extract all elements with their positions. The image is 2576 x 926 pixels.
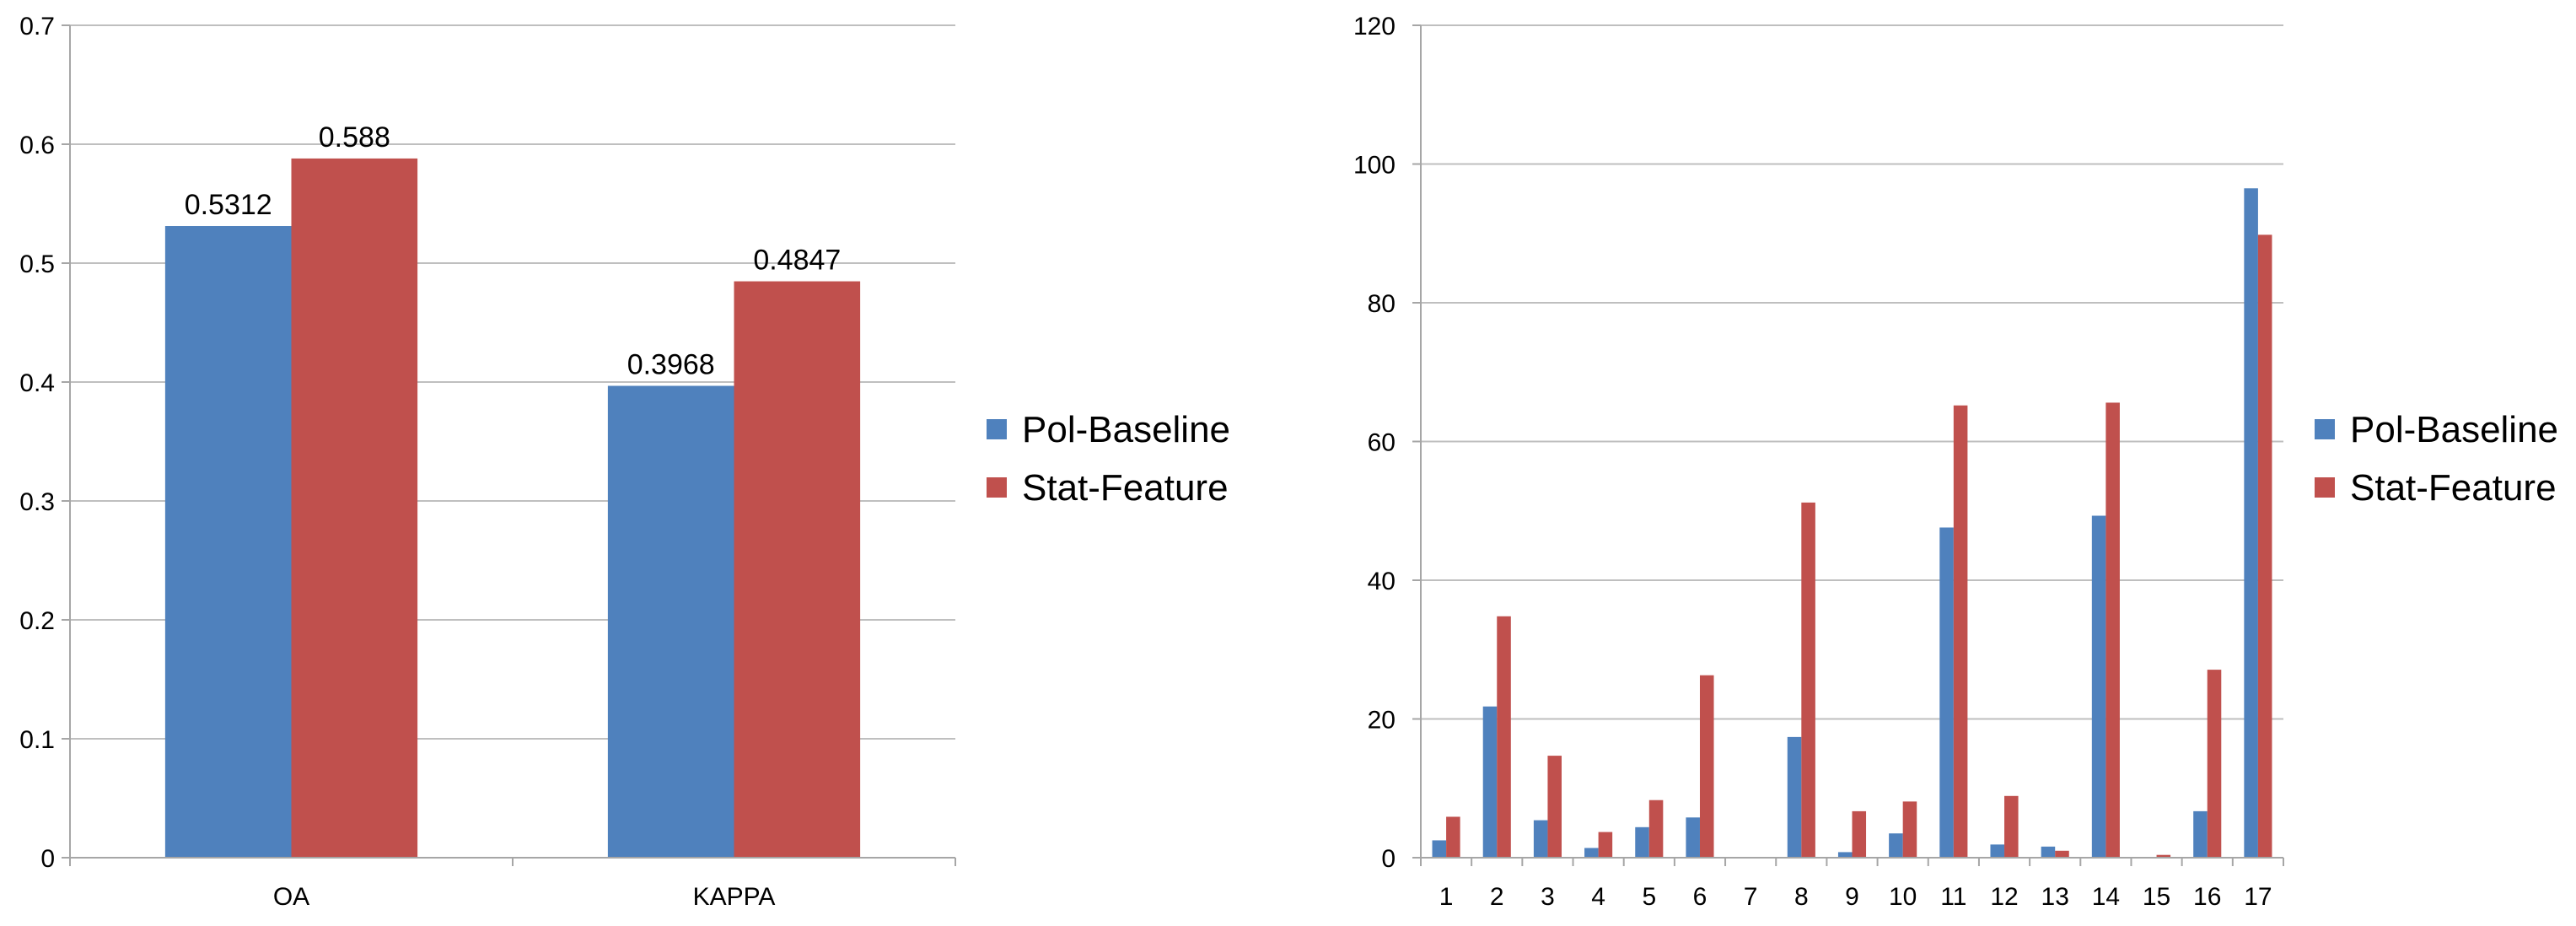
bar-series2 (734, 281, 861, 858)
x-tick-label: 8 (1794, 883, 1809, 911)
x-tick-label: 6 (1693, 883, 1707, 911)
data-label: 0.4847 (753, 245, 841, 277)
chart2-bars (1432, 188, 2272, 859)
x-tick-label: 1 (1439, 883, 1454, 911)
x-tick-label: 10 (1889, 883, 1917, 911)
y-tick-label: 20 (1368, 707, 1396, 735)
legend-swatch-series2 (987, 477, 1007, 498)
bar-series2 (2004, 795, 2019, 858)
x-tick-label: 17 (2244, 883, 2272, 911)
y-tick-label: 0 (40, 845, 55, 873)
y-tick-label: 0.4 (19, 369, 55, 397)
bar-series1 (1533, 820, 1548, 858)
bar-series1 (1584, 848, 1599, 858)
bar-series1 (1990, 844, 2005, 858)
bar-series1 (1635, 826, 1649, 858)
chart-oa-kappa: 0.5312 0.588 0.3968 0.4847 0 0.1 0.2 0.3 0.4 0.5… (19, 13, 1230, 911)
bar-series2 (1648, 799, 1664, 858)
bar-series2 (1953, 405, 1968, 859)
y-tick-label: 0.5 (19, 250, 55, 278)
bar-series1 (2244, 188, 2258, 859)
x-tick-label: 3 (1541, 883, 1555, 911)
bar-series2 (1902, 801, 1917, 858)
y-tick-label: 80 (1368, 290, 1396, 318)
data-label: 0.3968 (627, 349, 715, 381)
bar-series1 (2091, 515, 2106, 858)
chart1-bars (164, 158, 861, 859)
x-tick-label: 4 (1591, 883, 1605, 911)
data-label: 0.5312 (185, 189, 272, 221)
bar-series2 (1699, 675, 1714, 858)
y-tick-label: 0.2 (19, 607, 55, 635)
x-tick-label: OA (273, 883, 309, 911)
x-tick-label: 5 (1642, 883, 1656, 911)
x-tick-label: KAPPA (693, 883, 776, 911)
bar-series1 (2041, 846, 2056, 858)
bar-series2 (291, 158, 418, 859)
x-tick-label: 16 (2193, 883, 2221, 911)
bar-series1 (1837, 852, 1853, 858)
y-tick-label: 0.1 (19, 726, 55, 754)
legend-swatch-series1 (987, 419, 1007, 439)
bar-series1 (164, 226, 292, 858)
y-tick-label: 100 (1353, 152, 1396, 180)
y-tick-label: 60 (1368, 429, 1396, 457)
bar-series1 (607, 385, 734, 859)
bar-series1 (1889, 833, 1903, 858)
x-tick-label: 14 (2092, 883, 2120, 911)
chart1-data-labels: 0.5312 0.588 0.3968 0.4847 (185, 121, 842, 381)
legend-label-series2: Stat-Feature (2350, 467, 2557, 509)
x-tick-label: 11 (1940, 883, 1966, 911)
x-tick-label: 9 (1845, 883, 1859, 911)
chart2-gridlines (1421, 24, 2283, 720)
bar-series1 (2193, 810, 2208, 858)
bar-series2 (1801, 502, 1815, 858)
y-tick-label: 120 (1353, 13, 1396, 40)
legend-label-series1: Pol-Baseline (2350, 409, 2558, 450)
x-tick-label: 2 (1490, 883, 1504, 911)
y-tick-label: 0 (1381, 845, 1396, 873)
bar-series2 (1446, 816, 1460, 858)
bar-series2 (1852, 810, 1867, 858)
bar-series1 (1787, 736, 1802, 858)
x-tick-label: 15 (2143, 883, 2170, 911)
chart1-legend: Pol-Baseline Stat-Feature (987, 409, 1230, 509)
bar-series2 (1547, 756, 1562, 858)
bar-series2 (2257, 234, 2272, 858)
bar-series2 (2207, 670, 2222, 858)
legend-label-series1: Pol-Baseline (1022, 409, 1230, 450)
y-tick-label: 0.3 (19, 488, 55, 516)
bar-series1 (1686, 817, 1700, 858)
x-tick-label: 12 (1990, 883, 2018, 911)
chart1-axes: 0 0.1 0.2 0.3 0.4 0.5 0.6 0.7 OA KAPPA (19, 13, 956, 911)
bar-series2 (1598, 832, 1613, 858)
x-tick-label: 7 (1744, 883, 1758, 911)
legend-swatch-series2 (2315, 477, 2335, 498)
legend-swatch-series1 (2315, 419, 2335, 439)
data-label: 0.588 (319, 121, 390, 153)
y-tick-label: 0.7 (19, 13, 55, 40)
bar-series2 (2156, 854, 2171, 858)
chart2-legend: Pol-Baseline Stat-Feature (2315, 409, 2558, 509)
bar-series2 (2055, 850, 2069, 858)
bar-series1 (1432, 840, 1447, 858)
y-tick-label: 40 (1368, 568, 1396, 595)
bar-series2 (1497, 616, 1511, 858)
x-tick-label: 13 (2041, 883, 2069, 911)
legend-label-series2: Stat-Feature (1022, 467, 1229, 509)
bar-series1 (1939, 527, 1954, 858)
bar-series1 (1482, 706, 1498, 858)
y-tick-label: 0.6 (19, 132, 55, 159)
bar-series2 (2105, 402, 2120, 858)
